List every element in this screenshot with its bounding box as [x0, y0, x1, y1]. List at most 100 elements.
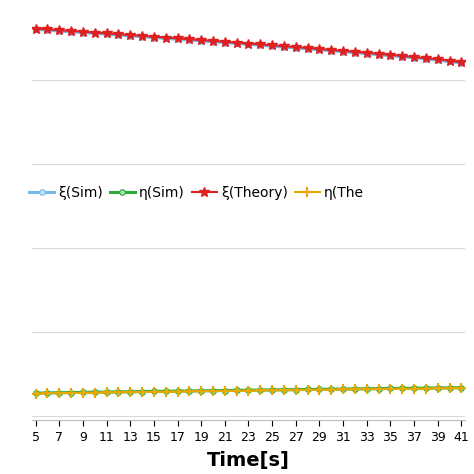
ξ(Theory) [293, 44, 299, 50]
ξ(Theory) [45, 27, 50, 32]
ξ(Sim) [175, 36, 181, 42]
ξ(Sim) [376, 52, 382, 57]
η(The [246, 388, 251, 393]
ξ(Sim) [210, 39, 216, 45]
η(Sim) [364, 386, 370, 392]
η(The [411, 386, 417, 392]
η(The [257, 388, 263, 393]
η(The [151, 389, 157, 395]
ξ(Sim) [234, 41, 239, 46]
ξ(Sim) [104, 31, 109, 37]
ξ(Sim) [222, 40, 228, 46]
ξ(Sim) [116, 32, 121, 38]
ξ(Theory) [458, 59, 464, 65]
ξ(Sim) [246, 42, 251, 47]
ξ(Theory) [92, 30, 98, 36]
η(The [186, 389, 192, 394]
η(Sim) [222, 388, 228, 393]
η(The [33, 391, 38, 396]
ξ(Theory) [411, 54, 417, 60]
ξ(Theory) [116, 31, 121, 37]
η(Sim) [186, 388, 192, 394]
η(Sim) [139, 389, 145, 394]
ξ(Sim) [388, 53, 393, 59]
ξ(Theory) [305, 45, 310, 51]
ξ(Theory) [56, 27, 62, 33]
η(The [458, 385, 464, 391]
η(Sim) [423, 385, 429, 391]
η(The [68, 390, 74, 396]
ξ(Theory) [198, 37, 204, 43]
ξ(Sim) [45, 27, 50, 33]
η(Sim) [175, 388, 181, 394]
η(The [388, 386, 393, 392]
η(Sim) [68, 390, 74, 395]
η(Sim) [234, 388, 239, 393]
ξ(Theory) [281, 43, 287, 49]
ξ(Sim) [139, 34, 145, 39]
Legend: ξ(Sim), η(Sim), ξ(Theory), η(The: ξ(Sim), η(Sim), ξ(Theory), η(The [29, 186, 364, 200]
η(Sim) [210, 388, 216, 393]
η(The [80, 390, 86, 396]
η(Sim) [352, 386, 358, 392]
ξ(Theory) [186, 36, 192, 42]
ξ(Theory) [435, 56, 441, 62]
Line: ξ(Sim): ξ(Sim) [33, 27, 464, 66]
ξ(Sim) [458, 60, 464, 66]
η(The [400, 386, 405, 392]
ξ(Sim) [352, 50, 358, 55]
ξ(Theory) [376, 51, 382, 57]
ξ(Sim) [80, 30, 86, 36]
ξ(Theory) [246, 41, 251, 46]
ξ(Theory) [175, 36, 181, 41]
η(The [281, 387, 287, 393]
η(The [364, 386, 370, 392]
η(The [340, 387, 346, 392]
η(The [352, 386, 358, 392]
η(The [234, 388, 239, 393]
ξ(Theory) [364, 50, 370, 55]
η(The [92, 390, 98, 395]
η(Sim) [328, 386, 334, 392]
ξ(Theory) [222, 39, 228, 45]
η(The [435, 385, 441, 391]
ξ(Theory) [400, 53, 405, 59]
ξ(Sim) [33, 27, 38, 32]
ξ(Theory) [352, 49, 358, 55]
ξ(Sim) [198, 38, 204, 44]
ξ(Sim) [400, 54, 405, 60]
η(Sim) [80, 390, 86, 395]
η(The [45, 391, 50, 396]
ξ(Sim) [92, 30, 98, 36]
ξ(Theory) [210, 38, 216, 44]
η(The [163, 389, 169, 394]
η(The [293, 387, 299, 393]
Line: η(The: η(The [31, 383, 466, 399]
η(Sim) [388, 386, 393, 392]
η(Sim) [246, 387, 251, 393]
ξ(Theory) [80, 29, 86, 35]
X-axis label: Time[s]: Time[s] [207, 451, 290, 470]
ξ(Theory) [104, 30, 109, 36]
η(Sim) [376, 386, 382, 392]
η(The [376, 386, 382, 392]
ξ(Theory) [68, 28, 74, 34]
ξ(Sim) [364, 51, 370, 56]
ξ(Theory) [423, 55, 429, 61]
η(Sim) [198, 388, 204, 393]
η(Sim) [317, 386, 322, 392]
η(Sim) [104, 389, 109, 395]
ξ(Sim) [423, 56, 429, 62]
η(Sim) [305, 387, 310, 392]
ξ(Sim) [257, 42, 263, 48]
ξ(Sim) [163, 36, 169, 41]
η(The [210, 388, 216, 394]
ξ(Sim) [317, 47, 322, 53]
η(The [305, 387, 310, 393]
η(The [269, 387, 275, 393]
η(Sim) [33, 390, 38, 396]
ξ(Sim) [293, 45, 299, 51]
ξ(Sim) [411, 55, 417, 61]
η(Sim) [340, 386, 346, 392]
η(The [56, 390, 62, 396]
